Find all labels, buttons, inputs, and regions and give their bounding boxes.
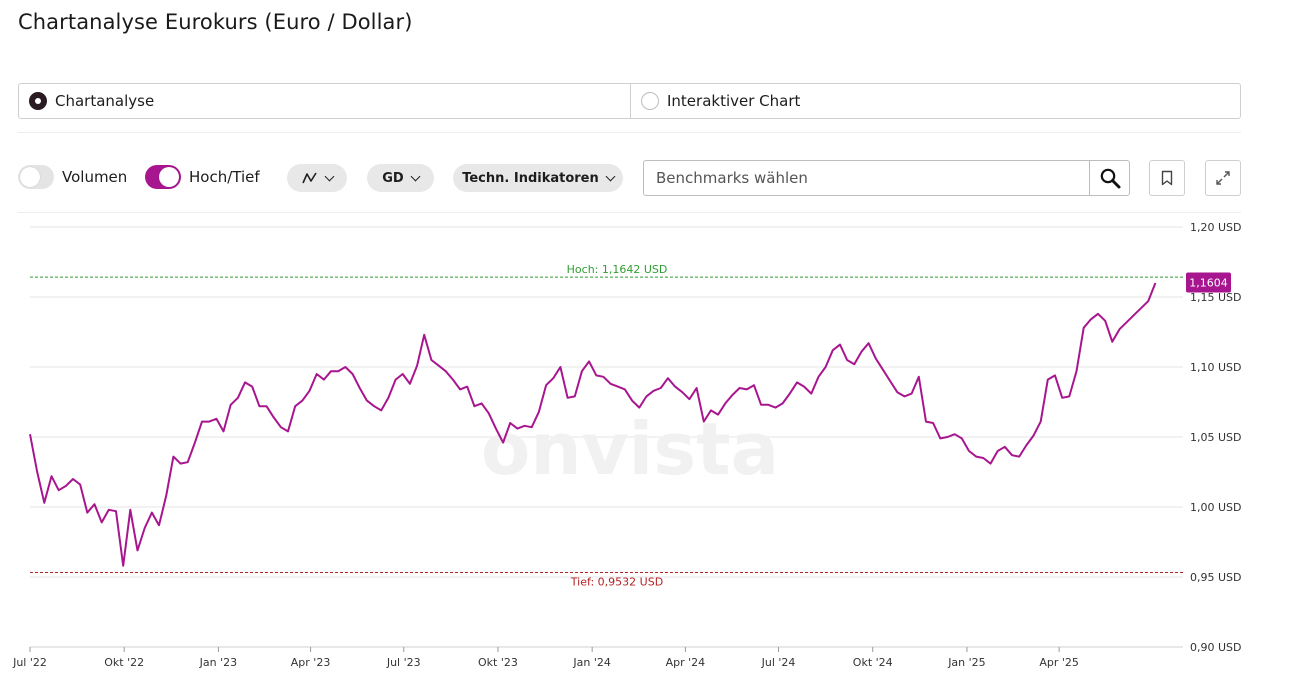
price-chart: onvista 1,20 USD 1,15 USD 1,10 USD 1,05 USD… — [12, 221, 1242, 669]
volumen-switch[interactable] — [18, 165, 54, 189]
low-label: Tief: 0,9532 USD — [570, 576, 663, 589]
x-tick-label: Jan '24 — [572, 656, 610, 669]
line-chart-icon — [301, 172, 317, 184]
divider — [18, 212, 1241, 213]
benchmark-search — [643, 160, 1130, 196]
x-tick-label: Jul '24 — [761, 656, 796, 669]
x-tick-label: Jan '23 — [199, 656, 237, 669]
hochtief-switch[interactable] — [145, 165, 181, 189]
x-tick-label: Jul '23 — [386, 656, 421, 669]
x-tick-label: Apr '24 — [666, 656, 706, 669]
chevron-down-icon — [410, 171, 421, 181]
chevron-down-icon — [324, 171, 334, 181]
y-tick-label: 0,90 USD — [1190, 641, 1242, 654]
bookmark-button[interactable] — [1149, 160, 1185, 196]
mode-option-interaktiver-chart[interactable]: Interaktiver Chart — [630, 84, 1240, 118]
mode-label-interaktiver-chart: Interaktiver Chart — [667, 92, 801, 110]
hochtief-label: Hoch/Tief — [189, 168, 260, 186]
high-label: Hoch: 1,1642 USD — [567, 263, 668, 276]
last-price-badge-bg — [1186, 272, 1231, 293]
volumen-label: Volumen — [62, 168, 128, 186]
x-tick-label: Jan '25 — [947, 656, 985, 669]
y-tick-label: 1,00 USD — [1190, 501, 1242, 514]
divider — [18, 132, 1241, 133]
y-tick-label: 1,10 USD — [1190, 361, 1242, 374]
benchmark-input[interactable] — [644, 161, 1089, 195]
last-price-label: 1,1604 — [1189, 276, 1228, 289]
search-icon — [1100, 168, 1120, 189]
y-tick-label: 1,15 USD — [1190, 291, 1242, 304]
indikatoren-dropdown[interactable]: Techn. Indikatoren — [453, 164, 623, 192]
chart-toolbar: Volumen Hoch/Tief GD Techn. Indikatoren — [18, 160, 1241, 196]
x-tick-label: Jul '22 — [12, 656, 47, 669]
hochtief-toggle[interactable]: Hoch/Tief — [145, 165, 260, 189]
x-tick-label: Okt '24 — [853, 656, 893, 669]
radio-interaktiver-chart[interactable] — [641, 92, 659, 110]
watermark-logo: onvista — [481, 407, 779, 491]
mode-label-chartanalyse: Chartanalyse — [55, 92, 155, 110]
y-tick-label: 1,05 USD — [1190, 431, 1242, 444]
x-tick-label: Apr '25 — [1039, 656, 1079, 669]
chevron-down-icon — [605, 171, 616, 181]
x-axis: Jul '22 Okt '22 Jan '23 Apr '23 Jul '23 Okt '… — [12, 646, 1183, 669]
gd-label: GD — [382, 170, 404, 186]
y-axis: 1,20 USD 1,15 USD 1,10 USD 1,05 USD 1,00 USD… — [1190, 221, 1242, 654]
x-tick-label: Apr '23 — [291, 656, 331, 669]
y-tick-label: 1,20 USD — [1190, 221, 1242, 234]
radio-chartanalyse[interactable] — [29, 92, 47, 110]
expand-icon — [1216, 171, 1230, 185]
x-tick-label: Okt '23 — [478, 656, 518, 669]
last-price-badge: 1,1604 — [1186, 272, 1231, 293]
indikatoren-label: Techn. Indikatoren — [462, 170, 599, 186]
gd-dropdown[interactable]: GD — [367, 164, 434, 192]
series-line-eurusd — [29, 282, 1157, 567]
chart-mode-switch: Chartanalyse Interaktiver Chart — [18, 83, 1241, 119]
page-title: Chartanalyse Eurokurs (Euro / Dollar) — [18, 10, 413, 34]
chart-type-dropdown[interactable] — [287, 164, 347, 192]
x-tick-label: Okt '22 — [104, 656, 144, 669]
high-low-lines: Hoch: 1,1642 USD Tief: 0,9532 USD — [30, 263, 1183, 589]
y-tick-label: 0,95 USD — [1190, 571, 1242, 584]
bookmark-icon — [1161, 170, 1173, 186]
chart-grid — [30, 226, 1183, 648]
mode-option-chartanalyse[interactable]: Chartanalyse — [19, 84, 630, 118]
expand-button[interactable] — [1205, 160, 1241, 196]
search-button[interactable] — [1089, 161, 1129, 195]
volumen-toggle[interactable]: Volumen — [18, 165, 127, 189]
